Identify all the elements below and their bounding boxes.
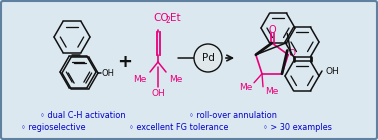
Text: OH: OH <box>325 66 339 75</box>
Text: ◦ excellent FG tolerance: ◦ excellent FG tolerance <box>129 123 228 132</box>
Text: Me: Me <box>169 74 183 83</box>
Circle shape <box>194 44 222 72</box>
Text: Me: Me <box>133 74 147 83</box>
Text: O: O <box>268 25 276 35</box>
Text: OH: OH <box>151 88 165 97</box>
Text: Et: Et <box>170 13 181 23</box>
Text: O: O <box>289 49 296 58</box>
Text: ◦ dual C-H activation: ◦ dual C-H activation <box>40 110 125 120</box>
Text: OH: OH <box>102 68 115 78</box>
Text: CO: CO <box>153 13 169 23</box>
Text: +: + <box>118 53 133 71</box>
Text: ◦ roll-over annulation: ◦ roll-over annulation <box>189 110 277 120</box>
Text: ◦ regioselective: ◦ regioselective <box>21 123 85 132</box>
Text: 2: 2 <box>166 16 171 24</box>
Text: Me: Me <box>239 83 253 92</box>
Text: ◦ > 30 examples: ◦ > 30 examples <box>263 123 332 132</box>
Text: Pd: Pd <box>201 53 214 63</box>
Text: Me: Me <box>265 87 279 96</box>
